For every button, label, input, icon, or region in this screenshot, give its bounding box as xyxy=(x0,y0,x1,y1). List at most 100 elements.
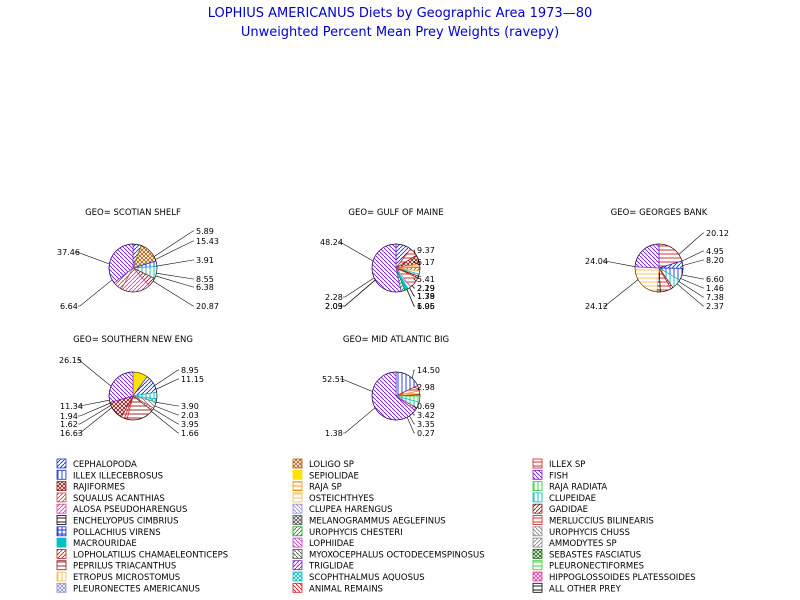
legend-swatch xyxy=(532,481,543,492)
label-leader-line xyxy=(681,274,704,280)
label-leader-line xyxy=(340,378,373,392)
legend-label: SCOPHTHALMUS AQUOSUS xyxy=(309,573,425,583)
legend-item: ETROPUS MICROSTOMUS xyxy=(56,571,180,583)
pie-geo-title: GEO= GEORGES BANK xyxy=(611,208,708,218)
legend-label: POLLACHIUS VIRENS xyxy=(73,528,161,538)
pie-value-label: 24.12 xyxy=(585,302,608,311)
label-leader-line xyxy=(413,405,417,409)
pie-value-label: 1.79 xyxy=(417,292,435,301)
legend-label: LOPHIIDAE xyxy=(309,539,354,549)
legend-label: UROPHYCIS CHESTERI xyxy=(309,528,403,538)
legend-item: PEPRILUS TRIACANTHUS xyxy=(56,560,176,572)
legend-swatch xyxy=(292,549,303,559)
pie-value-label: 15.43 xyxy=(196,237,219,246)
pie-geo-title: GEO= GULF OF MAINE xyxy=(348,208,443,218)
legend-label: FISH xyxy=(549,471,568,481)
pie-value-label: 48.24 xyxy=(320,238,343,247)
legend-item: LOLIGO SP xyxy=(292,458,354,470)
label-leader-line xyxy=(343,277,375,298)
legend-item: GADIDAE xyxy=(532,503,588,515)
pie-geo-title: GEO= SOUTHERN NEW ENG xyxy=(73,335,193,345)
legend-swatch xyxy=(56,481,67,492)
legend-swatch xyxy=(532,526,543,537)
pie-value-label: 20.87 xyxy=(196,302,219,311)
legend-item: RAJIFORMES xyxy=(56,481,125,493)
pie-geo-title: GEO= SCOTIAN SHELF xyxy=(85,208,181,218)
pie-outline xyxy=(371,371,421,421)
legend-swatch xyxy=(56,503,67,514)
legend-swatch xyxy=(292,503,303,514)
label-leader-line xyxy=(151,411,179,434)
legend-label: RAJA SP xyxy=(309,483,342,493)
legend-swatch xyxy=(292,526,303,537)
pie-value-label: 1.62 xyxy=(60,420,78,429)
legend-item: LOPHOLATILUS CHAMAELEONTICEPS xyxy=(56,549,228,560)
legend-swatch xyxy=(532,515,543,525)
pie-value-label: 7.38 xyxy=(706,293,724,302)
pie-value-label: 2.29 xyxy=(417,284,435,293)
pie-value-label: 8.55 xyxy=(196,275,214,284)
legend-swatch xyxy=(292,492,303,503)
legend-swatch xyxy=(56,469,67,480)
label-leader-line xyxy=(156,402,179,407)
legend-item: RAJA RADIATA xyxy=(532,481,607,493)
legend-swatch xyxy=(532,469,543,480)
label-leader-line xyxy=(338,241,374,262)
legend-item: CLUPEA HARENGUS xyxy=(292,503,393,515)
legend-swatch xyxy=(292,537,303,548)
label-leader-line xyxy=(412,413,415,416)
legend-item: ILLEX SP xyxy=(532,458,585,470)
label-leader-line xyxy=(603,260,636,267)
legend-swatch xyxy=(532,458,543,469)
legend-item: HIPPOGLOSSOIDES PLATESSOIDES xyxy=(532,571,696,583)
label-leader-line xyxy=(75,251,110,265)
legend-label: MELANOGRAMMUS AEGLEFINUS xyxy=(309,517,446,527)
pie-outline xyxy=(108,243,158,293)
pie-value-label: 8.95 xyxy=(181,366,199,375)
legend-label: PLEURONECTIFORMES xyxy=(549,562,644,572)
label-leader-line xyxy=(78,402,111,417)
label-leader-line xyxy=(153,408,179,425)
label-leader-line xyxy=(413,278,417,282)
label-leader-line xyxy=(413,386,420,390)
label-leader-line xyxy=(154,369,179,386)
legend-label: RAJIFORMES xyxy=(73,483,125,493)
legend-label: MYOXOCEPHALUS OCTODECEMSPINOSUS xyxy=(309,550,485,560)
legend-item: MYOXOCEPHALUS OCTODECEMSPINOSUS xyxy=(292,549,485,560)
legend-swatch xyxy=(56,515,67,525)
pie-value-label: 11.15 xyxy=(181,375,204,384)
pie-value-label: 2.28 xyxy=(325,293,343,302)
legend-swatch xyxy=(56,582,67,593)
legend-item: ALL OTHER PREY xyxy=(532,582,622,594)
legend-label: CLUPEIDAE xyxy=(549,494,596,504)
label-leader-line xyxy=(154,405,179,416)
label-leader-line xyxy=(78,399,110,407)
legend-item: SCOPHTHALMUS AQUOSUS xyxy=(292,571,425,583)
legend-swatch xyxy=(292,469,303,480)
pie-value-label: 3.90 xyxy=(181,402,199,411)
legend-item: MERLUCCIUS BILINEARIS xyxy=(532,515,654,527)
legend-label: ALOSA PSEUDOHARENGUS xyxy=(73,505,187,515)
label-leader-line xyxy=(676,283,704,307)
legend-label: SQUALUS ACANTHIAS xyxy=(73,494,165,504)
legend-swatch xyxy=(532,560,543,571)
legend-swatch xyxy=(56,526,67,537)
legend: CEPHALOPODA LOLIGO SP ILLEX SP ILLEX ILLECE… xyxy=(56,458,696,594)
legend-item: SQUALUS ACANTHIAS xyxy=(56,492,165,504)
legend-item: UROPHYCIS CHUSS xyxy=(532,526,630,538)
legend-label: MACROURIDAE xyxy=(73,539,137,549)
pie-value-label: 6.60 xyxy=(706,275,724,284)
legend-item: POLLACHIUS VIRENS xyxy=(56,526,161,538)
pie-value-label: 3.91 xyxy=(196,256,214,265)
pie-value-label: 3.95 xyxy=(181,420,199,429)
pie-value-label: 2.98 xyxy=(417,383,435,392)
legend-item: CLUPEIDAE xyxy=(532,492,596,504)
legend-label: CLUPEA HARENGUS xyxy=(309,505,393,515)
pie-outline xyxy=(634,243,684,293)
legend-label: PLEURONECTES AMERICANUS xyxy=(73,584,200,594)
pie-value-label: 1.38 xyxy=(417,292,435,301)
legend-item: ANIMAL REMAINS xyxy=(292,582,383,594)
pie-value-label: 26.15 xyxy=(59,356,82,365)
